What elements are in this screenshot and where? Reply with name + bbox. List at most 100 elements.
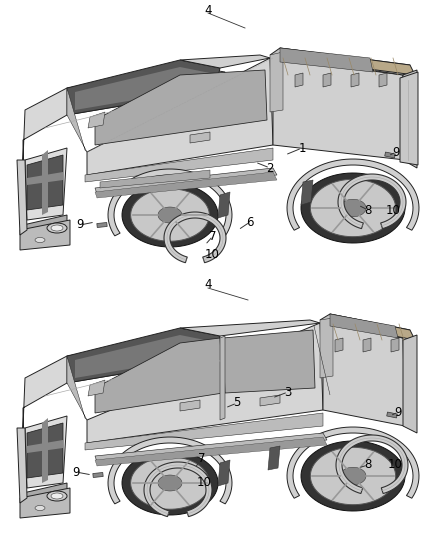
Polygon shape — [180, 320, 320, 336]
Text: 5: 5 — [233, 397, 241, 409]
Polygon shape — [320, 314, 410, 338]
Polygon shape — [95, 168, 277, 194]
Text: 8: 8 — [364, 458, 372, 472]
Polygon shape — [323, 323, 405, 426]
Polygon shape — [108, 437, 232, 504]
Polygon shape — [95, 70, 267, 145]
Polygon shape — [158, 475, 182, 491]
Polygon shape — [273, 58, 405, 160]
Text: 9: 9 — [76, 219, 84, 231]
Polygon shape — [223, 330, 315, 393]
Polygon shape — [330, 314, 415, 340]
Polygon shape — [88, 112, 105, 128]
Polygon shape — [391, 338, 399, 352]
Polygon shape — [23, 483, 67, 508]
Text: 7: 7 — [198, 451, 206, 464]
Text: 9: 9 — [394, 406, 402, 418]
Polygon shape — [295, 73, 303, 87]
Polygon shape — [340, 467, 366, 484]
Polygon shape — [335, 338, 343, 352]
Polygon shape — [340, 199, 366, 217]
Polygon shape — [23, 215, 67, 240]
Polygon shape — [144, 462, 212, 516]
Polygon shape — [23, 68, 225, 160]
Polygon shape — [42, 418, 48, 483]
Polygon shape — [108, 169, 232, 236]
Ellipse shape — [51, 225, 63, 231]
Text: 2: 2 — [266, 161, 274, 174]
Polygon shape — [27, 423, 63, 478]
Polygon shape — [75, 335, 210, 378]
Polygon shape — [131, 457, 209, 509]
Polygon shape — [379, 73, 387, 87]
Polygon shape — [400, 72, 418, 165]
Polygon shape — [311, 447, 396, 505]
Polygon shape — [85, 413, 323, 450]
Ellipse shape — [35, 238, 45, 243]
Text: 6: 6 — [246, 215, 254, 229]
Polygon shape — [20, 220, 70, 250]
Polygon shape — [17, 428, 27, 503]
Polygon shape — [75, 67, 210, 110]
Polygon shape — [95, 172, 277, 198]
Polygon shape — [27, 155, 63, 210]
Polygon shape — [338, 174, 406, 229]
Text: 10: 10 — [197, 477, 212, 489]
Polygon shape — [387, 412, 397, 418]
Polygon shape — [20, 488, 70, 518]
Polygon shape — [301, 173, 405, 243]
Polygon shape — [97, 222, 107, 228]
Text: 4: 4 — [204, 4, 212, 17]
Polygon shape — [95, 433, 327, 462]
Text: 3: 3 — [284, 385, 292, 399]
Ellipse shape — [51, 493, 63, 499]
Polygon shape — [351, 73, 359, 87]
Text: 8: 8 — [364, 204, 372, 216]
Text: 9: 9 — [72, 465, 80, 479]
Polygon shape — [336, 435, 408, 494]
Polygon shape — [67, 60, 220, 115]
Text: 4: 4 — [204, 279, 212, 292]
Polygon shape — [260, 395, 280, 406]
Polygon shape — [131, 189, 209, 241]
Polygon shape — [27, 440, 63, 453]
Polygon shape — [67, 356, 87, 420]
Polygon shape — [330, 314, 398, 338]
Polygon shape — [95, 338, 223, 413]
Polygon shape — [280, 48, 415, 75]
Polygon shape — [190, 132, 210, 143]
Polygon shape — [17, 160, 27, 235]
Polygon shape — [301, 441, 405, 511]
Polygon shape — [385, 152, 396, 158]
Polygon shape — [93, 473, 103, 478]
Polygon shape — [42, 150, 48, 215]
Polygon shape — [87, 58, 273, 175]
Polygon shape — [23, 336, 225, 428]
Polygon shape — [363, 338, 371, 352]
Polygon shape — [268, 446, 280, 470]
Text: 9: 9 — [392, 146, 400, 158]
Polygon shape — [85, 148, 273, 182]
Polygon shape — [122, 183, 218, 247]
Polygon shape — [88, 380, 105, 396]
Polygon shape — [220, 336, 225, 420]
Polygon shape — [67, 88, 87, 152]
Polygon shape — [311, 179, 396, 237]
Polygon shape — [403, 70, 417, 168]
Text: 10: 10 — [385, 204, 400, 216]
Text: 10: 10 — [205, 248, 219, 262]
Polygon shape — [158, 207, 182, 223]
Polygon shape — [25, 148, 67, 220]
Polygon shape — [218, 460, 230, 486]
Ellipse shape — [47, 491, 67, 501]
Polygon shape — [218, 192, 230, 218]
Polygon shape — [280, 48, 373, 72]
Polygon shape — [164, 212, 226, 263]
Polygon shape — [27, 172, 63, 185]
Polygon shape — [270, 52, 283, 112]
Polygon shape — [180, 400, 200, 411]
Polygon shape — [95, 437, 327, 466]
Polygon shape — [67, 328, 220, 383]
Text: 7: 7 — [209, 230, 217, 243]
Polygon shape — [100, 170, 210, 188]
